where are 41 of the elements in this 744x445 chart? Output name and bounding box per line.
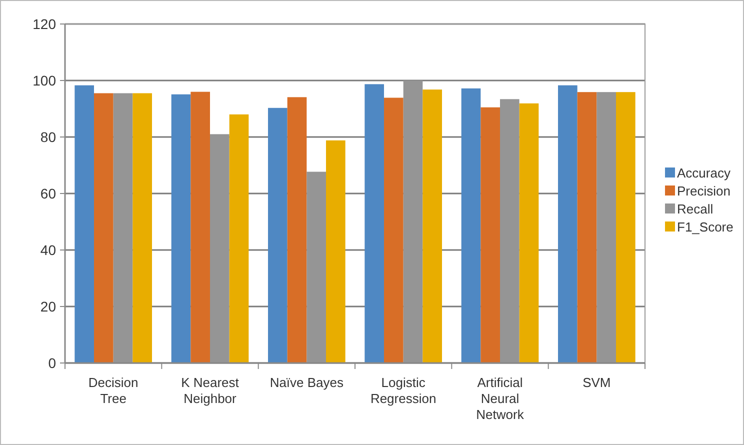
bar [94, 93, 114, 363]
x-tick-label: Artificial Neural Network [476, 375, 524, 422]
bar [384, 98, 404, 363]
y-tick-label: 60 [40, 185, 56, 202]
legend-label: Accuracy [677, 166, 731, 180]
bar [306, 172, 326, 363]
bar [287, 97, 307, 363]
x-tick-label: Logistic Regression [370, 375, 436, 406]
bar [132, 93, 152, 363]
bar [558, 85, 578, 363]
bar [364, 84, 384, 363]
y-tick-label: 20 [40, 298, 56, 314]
bar [519, 103, 539, 363]
bar [171, 94, 191, 363]
y-tick-label: 0 [48, 354, 56, 371]
bar [403, 80, 423, 363]
y-tick-label: 120 [32, 16, 56, 32]
bar [326, 140, 346, 363]
bar [500, 99, 520, 363]
bar [577, 92, 597, 363]
bar [190, 92, 210, 363]
bar [422, 90, 442, 363]
y-tick-label: 100 [32, 72, 56, 88]
x-tick-label: SVM [582, 375, 611, 390]
bar [596, 92, 616, 363]
bar [616, 92, 636, 363]
legend-label: F1_Score [677, 220, 734, 234]
legend-label: Precision [677, 184, 730, 198]
bar [268, 108, 288, 363]
bar [461, 88, 481, 363]
legend-label: Recall [677, 202, 714, 216]
x-tick-label: Naïve Bayes [270, 375, 344, 390]
x-tick-label: Decision Tree [88, 375, 138, 406]
bar [480, 107, 500, 363]
bar [74, 85, 94, 363]
y-tick-label: 40 [40, 242, 56, 258]
bar [229, 114, 249, 363]
bar [113, 93, 133, 363]
y-tick-label: 80 [40, 128, 56, 145]
x-tick-label: K Nearest Neighbor [181, 375, 240, 406]
bar [210, 134, 230, 363]
